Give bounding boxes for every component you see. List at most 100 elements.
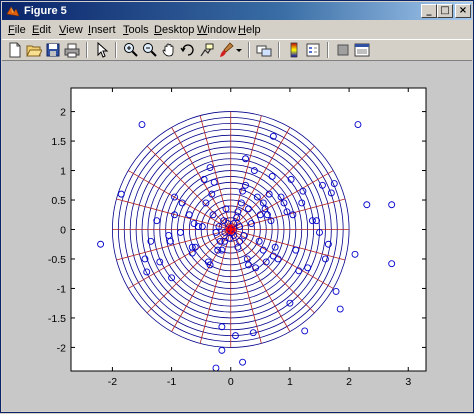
data-point [206,164,214,172]
x-tick-label: -1 [167,376,176,388]
y-tick-label: 0.5 [51,195,66,207]
data-point [330,180,338,187]
minimize-button[interactable]: _ [421,4,437,18]
link-plot-icon[interactable] [256,42,272,58]
data-point [171,211,178,219]
scatter-points [97,121,396,372]
data-point [253,193,261,201]
data-point [206,261,214,269]
menu-help[interactable]: Help [238,24,261,36]
data-point [269,132,277,140]
center-marker [225,224,236,235]
menu-insert[interactable]: Insert [88,24,116,36]
print-icon[interactable] [64,42,80,58]
data-point [185,211,193,219]
grid-spoke [171,229,232,332]
data-point [265,190,273,198]
matlab-logo-icon [6,6,20,17]
data-point [274,255,282,263]
figure-canvas[interactable]: -2 -1 0 1 2 3 -2 -1.5 -1 -0.5 0 0.5 1 1.5 2 [2,61,472,411]
grid-spoke [230,115,262,230]
x-tick-label: 3 [405,376,411,388]
brush-dropdown-icon[interactable] [234,42,244,58]
data-point [354,121,362,129]
data-point [249,329,257,337]
data-point [236,223,244,231]
data-point [117,190,125,198]
data-point [234,208,242,216]
menu-tools[interactable]: Tools [123,24,149,36]
grid-spoke [230,229,346,261]
data-point [178,199,186,207]
data-point [336,305,344,313]
show-plot-tools-icon[interactable] [354,42,370,58]
data-point [240,231,248,239]
toolbar-separator [115,42,117,58]
menu-edit[interactable]: Edit [32,24,51,36]
hide-plot-tools-icon[interactable] [335,42,351,58]
data-point [236,237,244,245]
data-point [316,228,323,236]
zoom-out-icon[interactable] [142,42,158,58]
grid-spoke [230,229,262,344]
data-point [248,220,255,228]
menu-view[interactable]: View [59,24,83,36]
y-tick-label: -1.5 [48,313,66,325]
menu-file[interactable]: File [8,24,26,36]
brush-icon[interactable] [218,42,234,58]
data-point [286,299,294,307]
title-bar[interactable]: Figure 5 _ □ × [2,2,472,20]
save-icon[interactable] [45,42,61,58]
arrow-select-icon[interactable] [94,42,110,58]
y-tick-label: -2 [57,342,66,354]
data-point [147,237,155,245]
menu-desktop[interactable]: Desktop [154,24,195,36]
toolbar-separator [327,42,329,58]
data-point [97,240,105,248]
grid-spoke [146,145,232,230]
data-point [351,250,359,258]
data-point [237,199,245,207]
data-point [313,217,320,225]
data-point [298,199,306,207]
data-point [141,255,149,263]
data-point [245,205,252,213]
toolbar-separator [86,42,88,58]
open-file-icon[interactable] [26,42,42,58]
maximize-button[interactable]: □ [437,4,453,18]
polar-scatter-plot[interactable]: -2 -1 0 1 2 3 -2 -1.5 -1 -0.5 0 0.5 1 1.5 2 [2,61,472,411]
close-button[interactable]: × [455,4,471,18]
grid-spoke [230,145,315,230]
new-figure-icon[interactable] [7,42,23,58]
grid-spoke [230,229,315,314]
y-tick-label: -1 [57,283,66,295]
data-point [222,205,230,213]
axes [70,87,427,372]
x-tick-label: 1 [287,376,293,388]
data-point [168,274,176,282]
data-point [301,327,309,335]
grid-spoke [199,229,232,344]
data-cursor-icon[interactable] [199,42,215,58]
data-point [292,246,300,254]
data-point [256,211,264,219]
menu-window[interactable]: Window [197,24,237,36]
grid-spoke [146,229,232,314]
polar-grid [112,111,350,348]
data-point [242,181,249,189]
rotate-3d-icon[interactable] [180,42,196,58]
data-point [210,178,218,186]
pan-hand-icon[interactable] [161,42,177,58]
data-point [304,264,312,272]
y-tick-label: 0 [60,225,66,237]
data-point [263,211,271,219]
data-point [143,268,151,276]
insert-legend-icon[interactable] [305,42,321,58]
data-point [153,217,161,225]
insert-colorbar-icon[interactable] [286,42,302,58]
data-point [188,249,196,257]
grid-spoke [230,198,346,230]
toolbar-separator [278,42,280,58]
data-point [200,175,208,183]
zoom-in-icon[interactable] [123,42,139,58]
